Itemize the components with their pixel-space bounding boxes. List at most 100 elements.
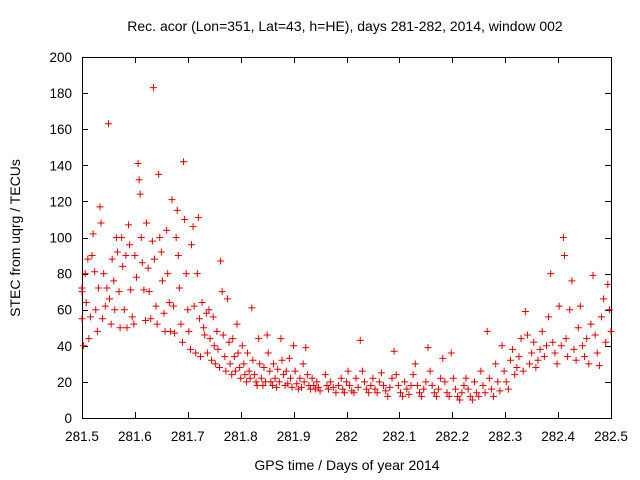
data-point	[78, 315, 86, 323]
data-point	[572, 356, 580, 364]
data-point	[445, 392, 453, 400]
data-point	[464, 385, 472, 393]
data-point	[84, 255, 92, 263]
x-axis-tick-labels: 281.5 281.6 281.7 281.8 281.9 282 282.1 282.2 28…	[65, 429, 628, 444]
x-tick-label: 282.1	[383, 429, 417, 444]
data-point	[234, 349, 242, 357]
data-point	[302, 344, 310, 352]
data-point	[203, 349, 211, 357]
data-point	[358, 367, 366, 375]
data-point	[481, 389, 489, 397]
data-point	[566, 306, 574, 314]
data-point	[222, 367, 230, 375]
data-point	[149, 84, 157, 92]
data-point	[291, 367, 299, 375]
data-point	[500, 367, 508, 375]
y-tick-label: 140	[49, 158, 72, 173]
data-point	[155, 170, 163, 178]
data-point	[209, 313, 217, 321]
data-point	[540, 353, 548, 361]
data-point	[118, 234, 126, 241]
x-tick-label: 281.8	[224, 429, 258, 444]
data-point	[286, 374, 294, 382]
data-point	[430, 389, 438, 397]
data-point	[221, 353, 229, 361]
data-point	[186, 345, 194, 353]
data-point	[350, 389, 358, 397]
data-point	[435, 385, 443, 393]
data-point	[140, 286, 148, 294]
data-point	[173, 206, 181, 214]
data-point	[454, 392, 462, 400]
data-point	[352, 374, 360, 382]
data-point	[384, 392, 392, 400]
data-point	[371, 385, 379, 393]
x-tick-label: 282.5	[594, 429, 628, 444]
data-point	[106, 295, 114, 303]
y-axis-tick-labels: 0 20 40 60 80 100 120 140 160 180 200	[49, 50, 72, 426]
data-point	[332, 389, 340, 397]
data-point	[268, 382, 276, 390]
data-point	[243, 378, 251, 386]
data-point	[346, 382, 354, 390]
data-point	[335, 382, 343, 390]
data-point	[240, 360, 248, 368]
data-point	[85, 335, 93, 343]
data-point	[273, 383, 281, 391]
data-point	[97, 219, 105, 227]
data-point	[519, 367, 527, 375]
data-point	[267, 378, 275, 386]
data-point	[269, 360, 277, 368]
data-point	[257, 374, 265, 382]
data-point	[137, 234, 145, 241]
y-axis-ticks	[82, 57, 611, 419]
data-point	[339, 385, 347, 393]
data-point	[401, 378, 409, 386]
data-point	[145, 288, 153, 296]
data-point	[175, 284, 183, 292]
data-point	[323, 382, 331, 390]
data-point	[589, 271, 597, 279]
data-point	[462, 374, 470, 382]
data-point	[607, 327, 615, 335]
data-point	[233, 320, 241, 328]
data-point	[280, 371, 288, 379]
x-tick-label: 281.6	[118, 429, 152, 444]
data-point	[150, 255, 158, 263]
data-point	[375, 378, 383, 386]
data-point	[134, 159, 142, 167]
data-point	[526, 360, 534, 368]
data-point	[316, 387, 324, 395]
data-point	[185, 327, 193, 335]
data-point	[418, 392, 426, 400]
data-point	[298, 383, 306, 391]
data-point	[363, 385, 371, 393]
data-point	[386, 383, 394, 391]
data-point	[511, 371, 519, 379]
data-point	[174, 252, 182, 260]
data-point	[238, 342, 246, 350]
data-point	[532, 363, 540, 371]
data-point	[166, 327, 174, 335]
data-point	[127, 286, 135, 294]
data-point	[473, 389, 481, 397]
x-tick-label: 281.9	[277, 429, 311, 444]
data-point	[468, 396, 476, 404]
data-point	[202, 309, 210, 317]
x-tick-label: 282	[335, 429, 358, 444]
data-point	[99, 315, 107, 323]
data-point	[562, 335, 570, 343]
data-point	[416, 389, 424, 397]
data-point	[407, 382, 415, 390]
data-point	[113, 248, 121, 256]
data-point	[403, 385, 411, 393]
data-point	[490, 392, 498, 400]
data-point	[93, 327, 101, 335]
x-axis-ticks	[82, 57, 612, 418]
data-point	[354, 383, 362, 391]
data-point	[411, 360, 419, 368]
data-point	[78, 288, 86, 296]
data-point	[479, 382, 487, 390]
data-point	[104, 120, 112, 128]
